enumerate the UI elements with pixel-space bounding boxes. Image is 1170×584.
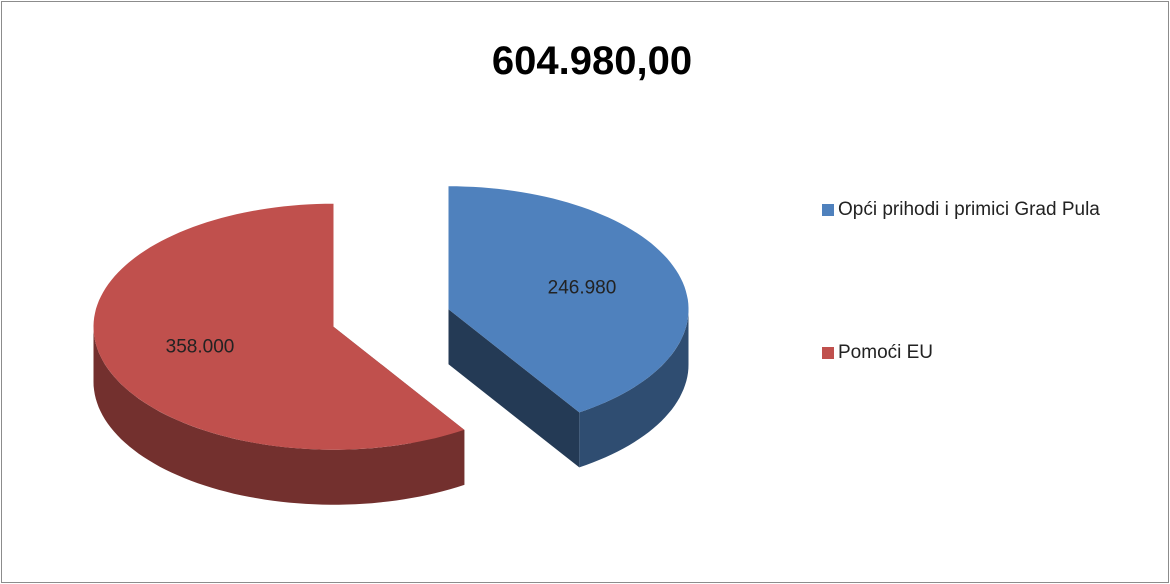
legend-swatch <box>822 347 834 359</box>
legend: Opći prihodi i primici Grad Pula Pomoći E… <box>822 196 1152 366</box>
legend-label: Pomoći EU <box>838 342 934 363</box>
legend-item: Opći prihodi i primici Grad Pula <box>822 196 1152 223</box>
chart-title: 604.980,00 <box>492 39 692 83</box>
slice-side <box>448 309 580 468</box>
data-label: 358.000 <box>166 337 235 358</box>
pie-slice <box>448 186 689 413</box>
pie-slice <box>93 203 465 450</box>
legend-label: Opći prihodi i primici Grad Pula <box>838 199 1100 220</box>
legend-item: Pomoći EU <box>822 339 1152 366</box>
data-label: 246.980 <box>548 277 617 298</box>
legend-swatch <box>822 204 834 216</box>
slice-side <box>579 309 689 468</box>
slice-side <box>93 326 465 505</box>
